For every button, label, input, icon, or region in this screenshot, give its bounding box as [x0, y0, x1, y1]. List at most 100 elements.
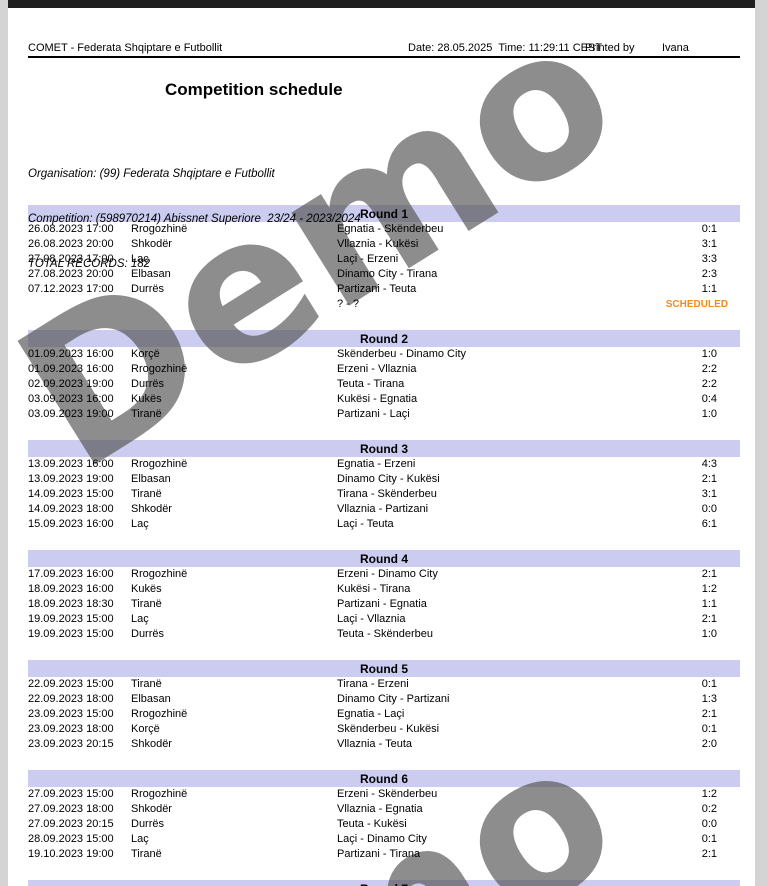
match-venue: Shkodër	[131, 738, 172, 750]
match-row: 03.09.2023 19:00 Tiranë Partizani - Laçi 1:…	[28, 407, 740, 422]
match-teams: Erzeni - Skënderbeu	[337, 788, 438, 800]
match-teams: Tirana - Skënderbeu	[337, 488, 437, 500]
match-venue: Tiranë	[131, 408, 162, 420]
match-teams: Erzeni - Vllaznia	[337, 363, 417, 375]
round-header: Round 2	[28, 330, 740, 347]
match-teams: Vllaznia - Partizani	[337, 503, 429, 515]
match-score: 1:0	[701, 348, 717, 360]
match-row: 26.08.2023 20:00 Shkodër Vllaznia - Kukësi…	[28, 237, 740, 252]
match-datetime: 03.09.2023 19:00	[28, 408, 114, 420]
match-datetime: 23.09.2023 15:00	[28, 708, 114, 720]
round-title: Round 4	[360, 552, 408, 566]
match-venue: Rrogozhinë	[131, 458, 188, 470]
match-venue: Shkodër	[131, 238, 172, 250]
match-score: 2:1	[701, 848, 717, 860]
match-datetime: 01.09.2023 16:00	[28, 348, 114, 360]
round-header: Round 3	[28, 440, 740, 457]
round-title: Round 2	[360, 332, 408, 346]
match-teams: Tirana - Erzeni	[337, 678, 409, 690]
match-teams: Teuta - Kukësi	[337, 818, 407, 830]
round-title: Round 1	[360, 207, 408, 221]
page-title: Competition schedule	[165, 80, 343, 99]
match-row: 19.10.2023 19:00 Tiranë Partizani - Tirana…	[28, 847, 740, 862]
match-row: 23.09.2023 15:00 Rrogozhinë Egnatia - Laçi…	[28, 707, 740, 722]
match-datetime: 27.09.2023 18:00	[28, 803, 114, 815]
match-row: 26.08.2023 17:00 Rrogozhinë Egnatia - Skën…	[28, 222, 740, 237]
match-teams: Partizani - Teuta	[337, 283, 417, 295]
match-row: 23.09.2023 18:00 Korçë Skënderbeu - Kukësi…	[28, 722, 740, 737]
match-venue: Rrogozhinë	[131, 568, 188, 580]
match-venue: Tiranë	[131, 488, 162, 500]
match-row: 01.09.2023 16:00 Rrogozhinë Erzeni - Vllaz…	[28, 362, 740, 377]
match-teams: ? - ?	[337, 298, 360, 310]
round-header: Round 7	[28, 880, 740, 886]
match-row: 27.08.2023 17:00 Laç Laçi - Erzeni 3:3	[28, 252, 740, 267]
match-venue: Tiranë	[131, 678, 162, 690]
match-teams: Vllaznia - Teuta	[337, 738, 413, 750]
match-score: 2:1	[701, 613, 717, 625]
match-datetime: 18.09.2023 18:30	[28, 598, 114, 610]
match-venue: Durrës	[131, 378, 165, 390]
match-row: 18.09.2023 18:30 Tiranë Partizani - Egnati…	[28, 597, 740, 612]
match-venue: Durrës	[131, 628, 165, 640]
match-venue: Elbasan	[131, 268, 171, 280]
round-section: Round 4 17.09.2023 16:00 Rrogozhinë Erzeni …	[28, 550, 740, 642]
match-score: 1:1	[701, 598, 717, 610]
match-score: 2:1	[701, 708, 717, 720]
match-score: 0:0	[701, 818, 717, 830]
rounds-list: Round 1 26.08.2023 17:00 Rrogozhinë Egnatia…	[28, 205, 740, 886]
match-score: 6:1	[701, 518, 717, 530]
match-row: 22.09.2023 18:00 Elbasan Dinamo City - Par…	[28, 692, 740, 707]
match-row: 02.09.2023 19:00 Durrës Teuta - Tirana 2:2	[28, 377, 740, 392]
match-score: 1:1	[701, 283, 717, 295]
match-row: 27.09.2023 15:00 Rrogozhinë Erzeni - Skënd…	[28, 787, 740, 802]
match-row: 17.09.2023 16:00 Rrogozhinë Erzeni - Dinam…	[28, 567, 740, 582]
round-section: Round 6 27.09.2023 15:00 Rrogozhinë Erzeni …	[28, 770, 740, 862]
match-teams: Laçi - Vllaznia	[337, 613, 406, 625]
match-score: 0:1	[701, 723, 717, 735]
round-header: Round 1	[28, 205, 740, 222]
match-teams: Dinamo City - Kukësi	[337, 473, 440, 485]
match-score: 3:1	[701, 488, 717, 500]
header-divider	[28, 56, 740, 58]
match-datetime: 03.09.2023 16:00	[28, 393, 114, 405]
round-section: Round 1 26.08.2023 17:00 Rrogozhinë Egnatia…	[28, 205, 740, 312]
match-venue: Elbasan	[131, 473, 171, 485]
report-header-printed-by-value: Ivana	[662, 42, 689, 54]
match-teams: Erzeni - Dinamo City	[337, 568, 438, 580]
match-score: 0:1	[701, 678, 717, 690]
match-score: 2:2	[701, 378, 717, 390]
match-row: 18.09.2023 16:00 Kukës Kukësi - Tirana 1:2	[28, 582, 740, 597]
round-section: Round 3 13.09.2023 16:00 Rrogozhinë Egnatia…	[28, 440, 740, 532]
round-title: Round 7	[360, 882, 408, 886]
round-header: Round 4	[28, 550, 740, 567]
round-title: Round 3	[360, 442, 408, 456]
match-score: 1:2	[701, 788, 717, 800]
match-score: 2:1	[701, 568, 717, 580]
match-score: 1:0	[701, 628, 717, 640]
match-score: 2:1	[701, 473, 717, 485]
match-row: ? - ? SCHEDULED	[28, 297, 740, 312]
match-score: 3:3	[701, 253, 717, 265]
round-section: Round 7	[28, 880, 740, 886]
match-venue: Shkodër	[131, 803, 172, 815]
match-row: 13.09.2023 16:00 Rrogozhinë Egnatia - Erze…	[28, 457, 740, 472]
match-venue: Tiranë	[131, 598, 162, 610]
match-venue: Laç	[131, 253, 149, 265]
report-header-org: COMET - Federata Shqiptare e Futbollit	[28, 42, 223, 54]
report-header-printed-by-label: Printed by	[585, 42, 635, 54]
match-score: 0:2	[701, 803, 717, 815]
match-venue: Laç	[131, 518, 149, 530]
match-teams: Teuta - Skënderbeu	[337, 628, 434, 640]
match-teams: Dinamo City - Partizani	[337, 693, 450, 705]
match-datetime: 07.12.2023 17:00	[28, 283, 114, 295]
match-row: 14.09.2023 15:00 Tiranë Tirana - Skënderbe…	[28, 487, 740, 502]
match-datetime: 28.09.2023 15:00	[28, 833, 114, 845]
match-datetime: 18.09.2023 16:00	[28, 583, 114, 595]
match-score: 0:1	[701, 833, 717, 845]
match-venue: Shkodër	[131, 503, 172, 515]
match-venue: Korçë	[131, 348, 160, 360]
match-status: SCHEDULED	[665, 299, 728, 310]
match-score: 0:1	[701, 223, 717, 235]
report-header-datetime: Date: 28.05.2025 Time: 11:29:11 CEST	[408, 42, 603, 54]
